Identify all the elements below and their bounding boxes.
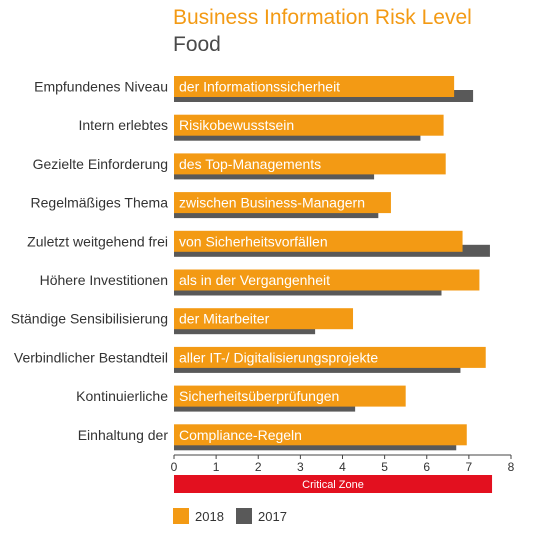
x-tick-label-1: 1 bbox=[213, 460, 220, 474]
bar-label-6: der Mitarbeiter bbox=[179, 311, 270, 327]
bar-label-7: aller IT-/ Digitalisierungsprojekte bbox=[179, 349, 378, 365]
legend-label-2017: 2017 bbox=[258, 508, 287, 524]
bar-2018-3 bbox=[174, 192, 391, 214]
category-label-0: Empfundenes Niveau bbox=[34, 79, 168, 95]
x-tick-label-4: 4 bbox=[339, 460, 346, 474]
x-tick-label-5: 5 bbox=[381, 460, 388, 474]
bar-label-5: als in der Vergangenheit bbox=[179, 272, 330, 288]
legend-item-2017: 2017 bbox=[236, 508, 287, 524]
bar-2018-7 bbox=[174, 346, 486, 368]
bar-label-1: Risikobewusstsein bbox=[179, 117, 294, 133]
category-label-8: Kontinuierliche bbox=[76, 388, 168, 404]
category-label-2: Gezielte Einforderung bbox=[33, 156, 168, 172]
legend-item-2018: 2018 bbox=[173, 508, 224, 524]
bar-2018-6 bbox=[174, 308, 354, 330]
x-tick-label-7: 7 bbox=[466, 460, 473, 474]
chart-title: Business Information Risk Level bbox=[173, 6, 472, 29]
x-tick-label-2: 2 bbox=[255, 460, 262, 474]
bar-label-2: des Top-Managements bbox=[179, 156, 321, 172]
bar-2018-1 bbox=[174, 114, 444, 136]
bar-label-0: der Informationssicherheit bbox=[179, 79, 340, 95]
critical-zone-bar bbox=[174, 475, 493, 493]
category-label-5: Höhere Investitionen bbox=[40, 272, 168, 288]
x-tick-label-0: 0 bbox=[171, 460, 178, 474]
bar-2018-5 bbox=[174, 269, 480, 291]
category-label-7: Verbindlicher Bestandteil bbox=[14, 349, 168, 365]
category-label-1: Intern erlebtes bbox=[79, 117, 169, 133]
legend-label-2018: 2018 bbox=[195, 508, 224, 524]
legend-swatch-2018 bbox=[173, 508, 189, 524]
bar-2018-4 bbox=[174, 230, 463, 252]
bar-label-8: Sicherheitsüberprüfungen bbox=[179, 388, 339, 404]
bar-label-4: von Sicherheitsvorfällen bbox=[179, 233, 328, 249]
category-label-4: Zuletzt weitgehend frei bbox=[27, 233, 168, 249]
category-label-9: Einhaltung der bbox=[78, 427, 169, 443]
chart-subtitle: Food bbox=[173, 33, 221, 56]
critical-zone-label: Critical Zone bbox=[302, 479, 364, 491]
category-label-6: Ständige Sensibilisierung bbox=[11, 311, 168, 327]
bar-2018-2 bbox=[174, 153, 446, 175]
bar-2018-9 bbox=[174, 424, 467, 446]
bar-2018-8 bbox=[174, 385, 406, 407]
bar-label-3: zwischen Business-Managern bbox=[179, 195, 365, 211]
legend-swatch-2017 bbox=[236, 508, 252, 524]
bar-2018-0 bbox=[174, 76, 455, 97]
x-tick-label-6: 6 bbox=[423, 460, 430, 474]
bar-label-9: Compliance-Regeln bbox=[179, 427, 302, 443]
x-tick-label-8: 8 bbox=[508, 460, 515, 474]
x-tick-label-3: 3 bbox=[297, 460, 304, 474]
category-label-3: Regelmäßiges Thema bbox=[31, 195, 169, 211]
